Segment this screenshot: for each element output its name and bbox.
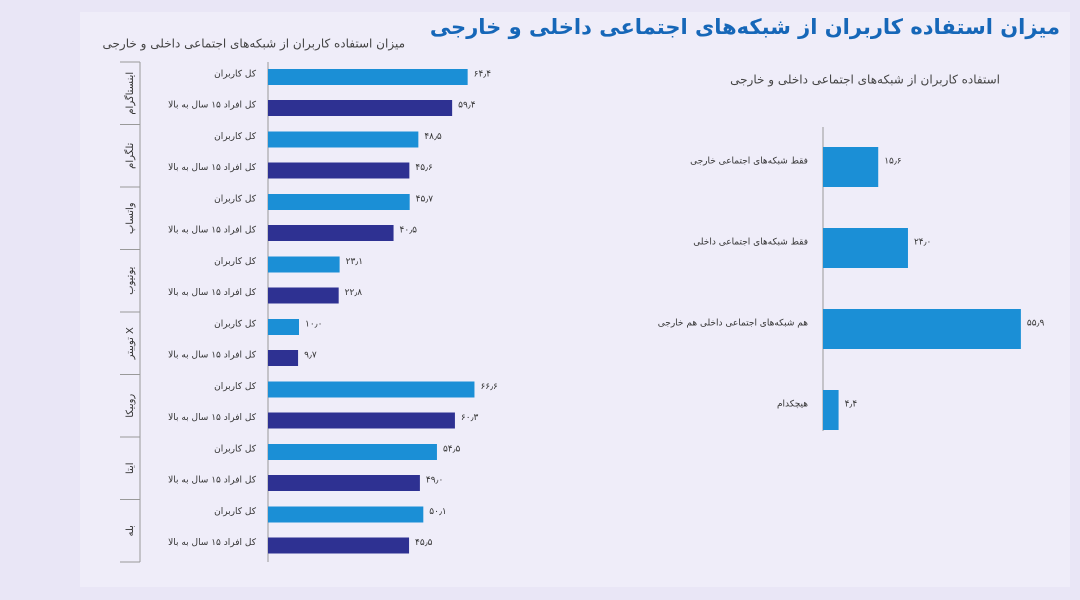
group-label: توییتر X [125,327,136,360]
bar [268,162,410,179]
group-label: روبیکا [125,394,136,418]
bar-label: کل افراد ۱۵ سال به بالا [168,163,257,173]
group-label: یوتیوب [125,266,136,295]
value-label: ۴٫۴ [845,400,858,410]
bar [268,319,299,335]
bar-label: کل کاربران [214,257,257,267]
value-label: ۴۵٫۵ [415,538,433,548]
value-label: ۱۵٫۶ [884,157,902,167]
bar-label: کل افراد ۱۵ سال به بالا [168,538,257,548]
group-label: واتساپ [125,202,136,234]
bar-label: کل کاربران [214,382,257,392]
value-label: ۲۴٫۰ [914,238,931,248]
category-label: هیچکدام [777,400,808,410]
value-label: ۴۵٫۷ [416,195,434,205]
chart-title: استفاده کاربران از شبکه‌های اجتماعی داخل… [730,73,1000,88]
value-label: ۲۲٫۸ [345,288,363,298]
value-label: ۱۰٫۰ [305,320,322,330]
bar [268,381,475,398]
bar-label: کل کاربران [214,507,257,517]
bar [823,147,879,187]
value-label: ۴۹٫۰ [426,476,443,486]
value-label: ۲۳٫۱ [346,257,363,267]
bar-label: کل افراد ۱۵ سال به بالا [168,476,257,486]
group-label: تلگرام [124,142,136,168]
bar [823,309,1021,349]
value-label: ۴۸٫۵ [424,132,442,142]
bar [268,194,410,210]
bar-label: کل افراد ۱۵ سال به بالا [168,226,257,236]
bar [268,69,468,85]
bar-label: کل کاربران [214,195,257,205]
value-label: ۶۶٫۶ [480,382,498,392]
bar-label: کل افراد ۱۵ سال به بالا [168,351,257,361]
bar-label: کل کاربران [214,132,257,142]
bar [268,225,394,241]
bar-label: کل کاربران [214,70,257,80]
value-label: ۴۵٫۶ [415,163,433,173]
category-label: فقط شبکه‌های اجتماعی خارجی [690,157,808,167]
bar [823,390,839,430]
bar-label: کل کاربران [214,445,257,455]
bar [268,131,419,148]
main-title: میزان استفاده کاربران از شبکه‌های اجتماع… [430,15,1060,39]
group-label: اینستاگرام [124,72,136,115]
bar-label: کل افراد ۱۵ سال به بالا [168,413,257,423]
value-label: ۶۴٫۴ [474,70,492,80]
value-label: ۵۰٫۱ [429,507,446,517]
bar-label: کل افراد ۱۵ سال به بالا [168,288,257,298]
group-label: ایتا [125,462,136,474]
bar [823,228,908,268]
bar [268,475,420,491]
value-label: ۶۰٫۳ [461,413,479,423]
group-label: بله [125,525,136,536]
bar-label: کل افراد ۱۵ سال به بالا [168,101,257,111]
category-label: هم شبکه‌های اجتماعی داخلی هم خارجی [658,319,808,329]
value-label: ۴۰٫۵ [400,226,418,236]
bar [268,506,424,523]
bar [268,100,453,116]
value-label: ۵۵٫۹ [1027,319,1045,329]
bar [268,412,455,429]
bar [268,444,437,460]
value-label: ۵۹٫۴ [458,101,476,111]
bar [268,350,299,366]
bar-label: کل کاربران [214,320,257,330]
bar [268,256,340,273]
slide-panel [80,12,1070,587]
category-label: فقط شبکه‌های اجتماعی داخلی [693,238,808,248]
chart-title: میزان استفاده کاربران از شبکه‌های اجتماع… [103,37,406,52]
bar [268,537,410,554]
value-label: ۹٫۷ [304,351,317,361]
value-label: ۵۴٫۵ [443,445,461,455]
bar [268,287,339,304]
